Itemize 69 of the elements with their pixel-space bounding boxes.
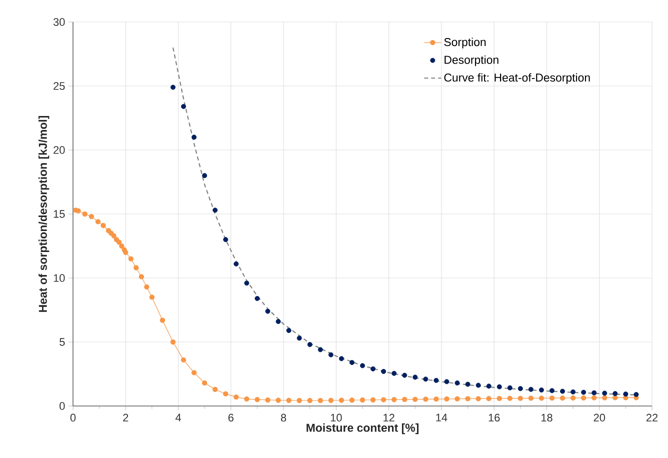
- point: [592, 390, 597, 396]
- x-tick-label: 22: [646, 414, 658, 422]
- point: [192, 134, 197, 140]
- point: [507, 385, 512, 390]
- x-tick-label: 18: [541, 414, 552, 422]
- point: [212, 208, 218, 213]
- point: [307, 342, 312, 348]
- y-tick-label: 5: [60, 338, 65, 346]
- point: [318, 347, 323, 352]
- point: [254, 296, 260, 301]
- x-tick-label: 20: [594, 414, 606, 422]
- y-tick-label: 0: [60, 402, 65, 410]
- point: [402, 372, 408, 378]
- point: [560, 388, 566, 394]
- x-tick-label: 6: [228, 414, 234, 422]
- point: [634, 392, 639, 397]
- y-tick-label: 30: [53, 18, 65, 26]
- point: [244, 280, 250, 286]
- point: [276, 319, 281, 324]
- point: [454, 380, 460, 386]
- x-tick-label: 8: [280, 414, 286, 422]
- point: [476, 382, 481, 388]
- point: [423, 376, 428, 382]
- x-tick-label: 0: [70, 414, 76, 422]
- point: [612, 391, 618, 396]
- point: [296, 336, 302, 341]
- point: [434, 378, 439, 383]
- point: [286, 328, 292, 333]
- point: [223, 237, 228, 242]
- x-tick-label: 4: [175, 414, 181, 422]
- point: [370, 366, 376, 372]
- point: [570, 389, 576, 394]
- point: [202, 173, 208, 178]
- x-tick-label: 2: [123, 414, 128, 422]
- point: [528, 386, 534, 392]
- y-tick-label: 25: [54, 82, 65, 90]
- point: [496, 384, 502, 390]
- point: [550, 388, 554, 394]
- point: [486, 384, 492, 389]
- x-tick-label: 16: [488, 414, 500, 422]
- point: [328, 352, 334, 358]
- point: [602, 390, 608, 396]
- point: [444, 379, 450, 384]
- point: [518, 386, 523, 392]
- point: [392, 370, 397, 376]
- point: [465, 382, 470, 387]
- legend-label: Sorption: [444, 38, 486, 48]
- legend-label: Desorption: [444, 55, 498, 66]
- point: [181, 104, 186, 109]
- point: [360, 363, 365, 368]
- y-tick-label: 15: [54, 210, 65, 218]
- legend-label: Curve fit: Heat-of-Desorption: [444, 73, 590, 84]
- point: [623, 392, 628, 397]
- point: [381, 368, 386, 374]
- point: [538, 388, 544, 392]
- y-axis-title: Heat of sorption/desorption [kJ/mol]: [38, 116, 50, 312]
- point: [581, 390, 586, 395]
- point: [234, 261, 239, 266]
- point: [412, 374, 418, 380]
- point: [349, 360, 354, 365]
- point: [170, 84, 176, 90]
- x-tick-label: 12: [384, 414, 394, 422]
- x-axis-title: Moisture content [%]: [306, 423, 418, 434]
- point: [338, 356, 344, 362]
- x-tick-label: 10: [330, 414, 342, 422]
- y-tick-label: 20: [54, 146, 65, 154]
- point: [265, 308, 270, 314]
- x-tick-label: 14: [436, 414, 448, 422]
- y-tick-label: 10: [54, 274, 65, 282]
